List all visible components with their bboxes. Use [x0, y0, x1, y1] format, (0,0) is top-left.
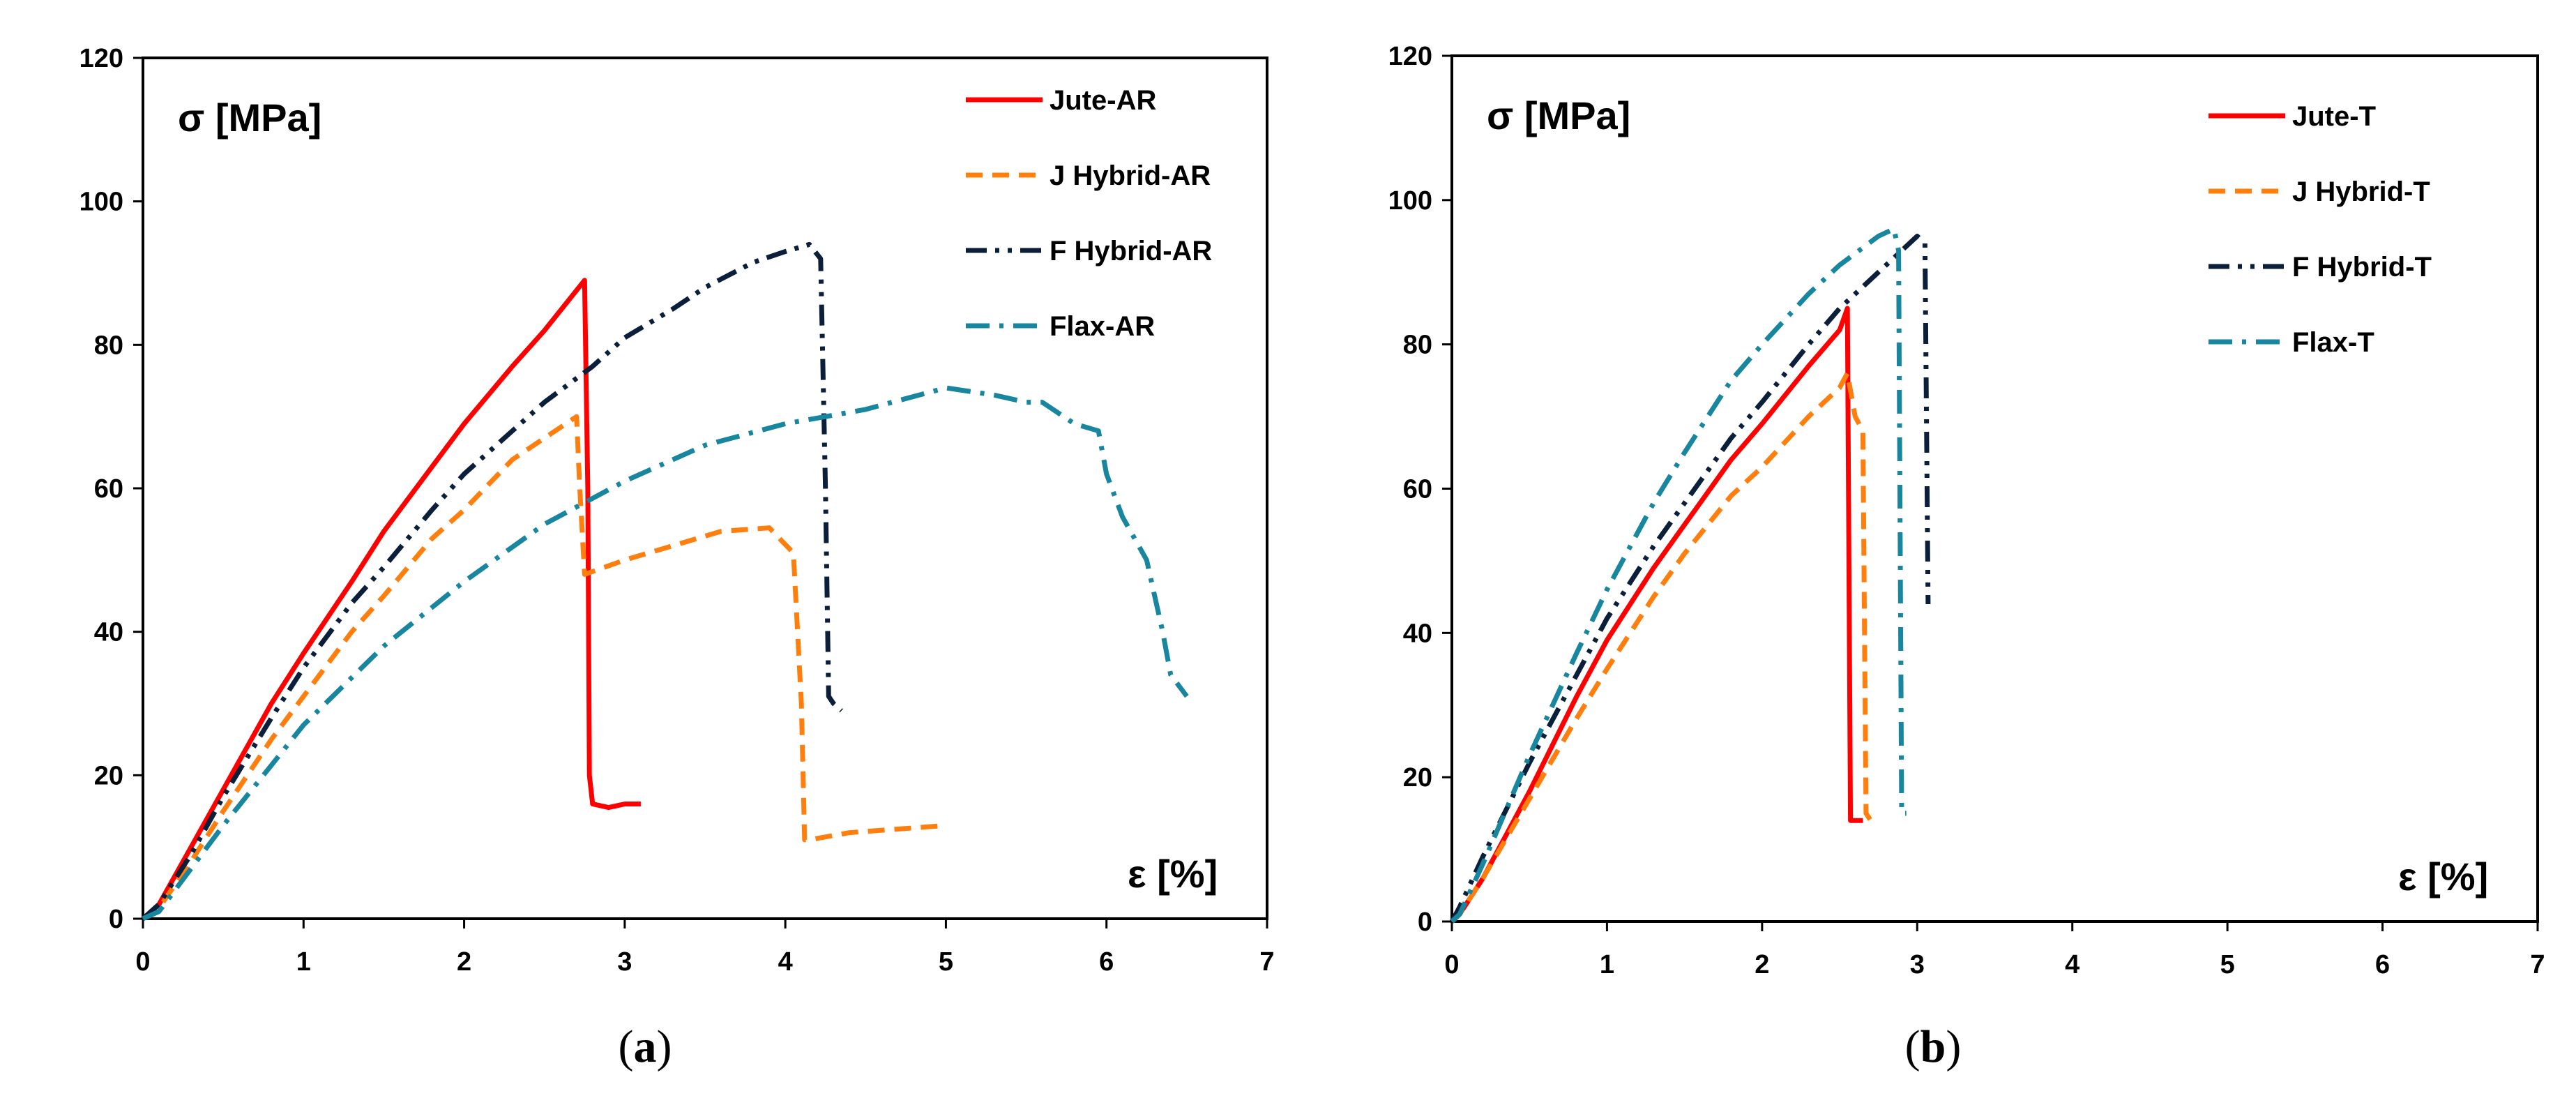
- chart-panel-a: 0 20 40 60 80 100 120 0 1 2 3 4 5 6 7 σ [MPa] ε [%] Jute-…: [79, 44, 1275, 1072]
- x-tick-label: 7: [2530, 950, 2545, 979]
- y-tick-label: 0: [109, 905, 123, 934]
- x-tick-label: 6: [2375, 950, 2390, 979]
- legend-entry-label: Flax-T: [2292, 327, 2374, 358]
- legend-entry-label: F Hybrid-T: [2292, 252, 2432, 283]
- y-tick-label: 100: [1388, 186, 1432, 216]
- series-line-flax-ar: [142, 385, 1189, 922]
- y-tick-label: 120: [1388, 42, 1432, 71]
- y-tick-label: 80: [1403, 331, 1432, 360]
- x-tick-label: 2: [457, 947, 471, 977]
- y-tick-label: 60: [94, 474, 123, 504]
- y-tick-label: 40: [94, 618, 123, 647]
- panel-caption: (a): [619, 1021, 672, 1072]
- series-line-flax-t: [1450, 226, 1907, 924]
- chart-panel-b: 0 20 40 60 80 100 120 0 1 2 3 4 5 6 7 σ [MPa] ε [%] Jute-…: [1288, 0, 2576, 1098]
- y-tick-label: 20: [1403, 763, 1432, 792]
- x-axis-label: ε [%]: [1128, 852, 1218, 896]
- series-group: [141, 241, 1189, 922]
- legend-entry-label: F Hybrid-AR: [1050, 236, 1212, 266]
- chart-a: 0 20 40 60 80 100 120 0 1 2 3 4 5 6 7 σ [MPa] ε [%] Jute-…: [79, 44, 1275, 1072]
- y-axis-label: σ [MPa]: [178, 96, 321, 140]
- series-line-f-hybrid-t: [1449, 234, 1931, 923]
- y-tick-label: 120: [79, 44, 123, 73]
- caption-letter: a: [634, 1021, 657, 1072]
- y-tick-label: 60: [1403, 475, 1432, 504]
- series-line-jute-ar: [141, 278, 641, 921]
- x-tick-label: 2: [1755, 950, 1769, 979]
- x-tick-label: 5: [2220, 950, 2235, 979]
- x-tick-label: 4: [778, 947, 793, 977]
- y-tick-label: 40: [1403, 619, 1432, 648]
- x-tick-label: 3: [1910, 950, 1925, 979]
- legend-entry-label: Jute-AR: [1050, 85, 1156, 116]
- series-line-jute-t: [1450, 306, 1863, 924]
- y-tick-label: 100: [79, 188, 123, 217]
- x-tick-label: 1: [1600, 950, 1614, 979]
- x-tick-label: 7: [1259, 947, 1274, 977]
- x-tick-label: 4: [2065, 950, 2079, 979]
- x-tick-label: 6: [1099, 947, 1114, 977]
- chart-b: 0 20 40 60 80 100 120 0 1 2 3 4 5 6 7 σ [MPa] ε [%] Jute-…: [1388, 42, 2545, 1072]
- series-line-f-hybrid-ar: [141, 241, 844, 921]
- series-line-j-hybrid-t: [1450, 370, 1873, 924]
- y-tick-label: 80: [94, 331, 123, 360]
- caption-open: (: [1905, 1021, 1920, 1072]
- x-tick-label: 0: [1444, 950, 1459, 979]
- legend-entry-label: J Hybrid-AR: [1050, 160, 1211, 191]
- x-tick-label: 3: [617, 947, 632, 977]
- x-tick-label: 5: [939, 947, 953, 977]
- series-group: [1449, 226, 1931, 924]
- legend-entry-label: Flax-AR: [1050, 311, 1155, 342]
- caption-open: (: [619, 1021, 634, 1072]
- caption-close: ): [1946, 1021, 1961, 1072]
- y-tick-label: 20: [94, 761, 123, 790]
- x-tick-label: 0: [135, 947, 150, 977]
- caption-letter: b: [1920, 1021, 1946, 1072]
- x-axis-label: ε [%]: [2398, 855, 2488, 898]
- y-tick-label: 0: [1418, 908, 1432, 937]
- series-line-j-hybrid-ar: [142, 414, 946, 921]
- legend-entry-label: Jute-T: [2292, 101, 2376, 132]
- caption-close: ): [657, 1021, 672, 1072]
- y-axis-label: σ [MPa]: [1487, 93, 1630, 137]
- panel-caption: (b): [1905, 1021, 1962, 1072]
- legend-entry-label: J Hybrid-T: [2292, 176, 2430, 207]
- x-tick-label: 1: [296, 947, 311, 977]
